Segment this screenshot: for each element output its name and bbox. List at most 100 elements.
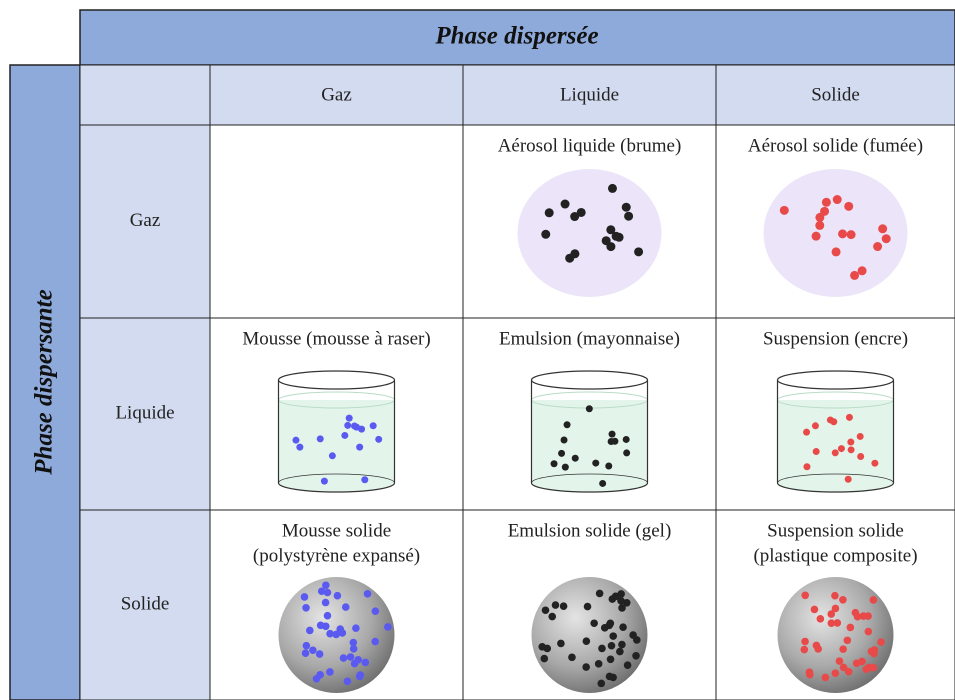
- particle: [827, 619, 836, 627]
- particle: [540, 654, 549, 663]
- particle: [384, 623, 392, 631]
- particle: [821, 673, 830, 682]
- cell-label: Mousse (mousse à raser): [242, 328, 430, 349]
- particle: [833, 619, 842, 627]
- row-header: Liquide: [115, 402, 174, 423]
- particle: [816, 615, 825, 623]
- cell-label: Aérosol solide (fumée): [748, 135, 923, 156]
- row-header-cell: [79, 124, 211, 319]
- particle: [583, 602, 592, 611]
- particle: [803, 428, 811, 436]
- liquid: [531, 400, 648, 492]
- particle: [336, 625, 345, 633]
- particle: [561, 463, 569, 471]
- particle: [606, 655, 615, 664]
- beaker-wall: [277, 380, 396, 493]
- row-header: Solide: [121, 593, 170, 614]
- particle: [831, 449, 839, 457]
- particle: [864, 627, 873, 636]
- particle: [550, 460, 558, 468]
- particle: [320, 477, 328, 485]
- particle: [323, 588, 332, 597]
- particle: [594, 660, 603, 668]
- particle: [345, 414, 353, 422]
- particle: [309, 646, 317, 655]
- particle: [820, 206, 830, 216]
- particle: [361, 658, 370, 667]
- particle: [570, 249, 580, 259]
- particle: [354, 655, 362, 664]
- particle: [371, 607, 380, 615]
- particle: [321, 598, 330, 607]
- cell-label: (polystyrène expansé): [253, 545, 420, 566]
- particle: [341, 431, 349, 439]
- particle: [595, 589, 604, 598]
- particle: [599, 479, 607, 487]
- particle: [333, 591, 342, 600]
- particle: [300, 593, 309, 601]
- particle: [853, 612, 862, 621]
- particle: [847, 438, 855, 446]
- particle: [341, 603, 350, 611]
- particle: [551, 601, 560, 609]
- particle: [559, 602, 568, 610]
- particle: [846, 623, 855, 632]
- cell-label: Suspension solide: [767, 520, 904, 541]
- particle: [826, 416, 834, 424]
- particle: [349, 645, 358, 653]
- particle: [803, 463, 811, 471]
- particle: [597, 679, 606, 688]
- particle: [608, 595, 617, 603]
- top-header: [79, 9, 955, 66]
- particle: [571, 454, 579, 462]
- particle: [815, 212, 825, 222]
- particle: [358, 425, 366, 433]
- particle: [622, 598, 631, 607]
- particle: [607, 438, 615, 446]
- column-header-cell: [209, 64, 464, 126]
- particle: [857, 266, 867, 276]
- particle: [543, 644, 552, 653]
- corner-cell: [79, 64, 211, 126]
- particle: [846, 230, 856, 240]
- particle: [856, 432, 864, 440]
- particle: [835, 657, 844, 665]
- particle: [323, 611, 332, 620]
- particle: [292, 436, 300, 444]
- particle: [616, 647, 624, 656]
- particle: [582, 637, 591, 645]
- particle: [544, 208, 554, 218]
- particle: [869, 663, 878, 672]
- side-header: [9, 64, 81, 700]
- particle: [877, 638, 885, 646]
- particle: [582, 663, 590, 671]
- particle: [839, 645, 847, 653]
- beaker-base-back: [278, 473, 395, 484]
- particle: [870, 646, 879, 654]
- particle: [332, 630, 340, 639]
- particle: [317, 587, 326, 596]
- cell-label: Mousse solide: [282, 520, 391, 541]
- particle: [838, 229, 848, 239]
- particle: [585, 405, 593, 413]
- particle: [356, 443, 364, 451]
- table-body: Gaz Liquide Solide Gaz Aérosol liquide (brum…: [79, 64, 955, 700]
- particle: [351, 422, 359, 430]
- particle: [548, 612, 557, 621]
- particle: [632, 651, 640, 660]
- particle: [302, 641, 311, 650]
- particle: [343, 677, 352, 686]
- particle: [801, 591, 810, 600]
- cell-label: Emulsion (mayonnaise): [499, 328, 680, 349]
- particle: [301, 649, 310, 657]
- particle: [614, 232, 624, 242]
- particle: [606, 619, 615, 628]
- cell-label: Aérosol liquide (brume): [498, 135, 682, 156]
- particle: [592, 459, 600, 467]
- particle: [850, 270, 860, 280]
- row-header-cell: [79, 509, 211, 700]
- particle: [560, 436, 568, 444]
- particle: [316, 435, 324, 443]
- particle: [369, 422, 377, 430]
